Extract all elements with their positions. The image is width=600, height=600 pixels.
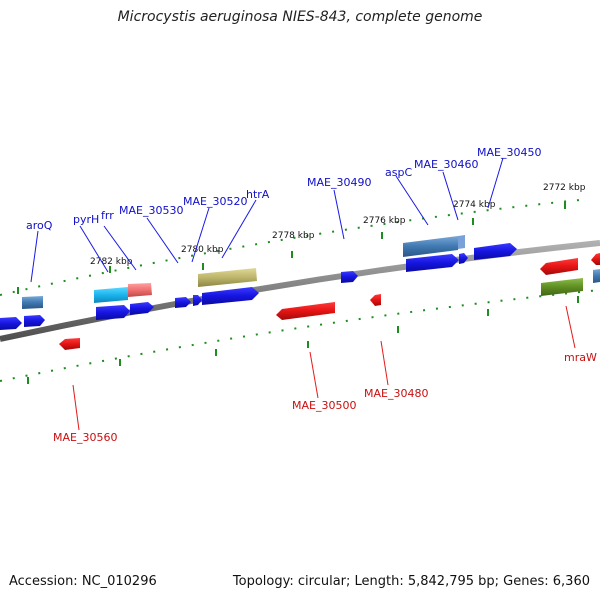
gene-label-mraW: mraW: [564, 351, 597, 364]
scale-label: 2776 kbp: [363, 216, 406, 226]
gene-MAE_30480[interactable]: [370, 294, 381, 306]
gene-feature[interactable]: [541, 278, 583, 296]
accession-label: Accession: NC_010296: [9, 574, 157, 589]
gene-MAE_30500[interactable]: [276, 302, 335, 320]
gene-label-MAE_30520: MAE_30520: [183, 195, 247, 208]
gene-label-MAE_30490: MAE_30490: [307, 176, 371, 189]
gene-feature[interactable]: [175, 297, 191, 308]
scale-label: 2782 kbp: [90, 257, 133, 267]
gene-label-MAE_30480: MAE_30480: [364, 387, 428, 400]
scale-label: 2772 kbp: [543, 183, 586, 193]
forward-leader-lines: [30, 157, 504, 283]
scale-label: 2774 kbp: [453, 200, 496, 210]
gene-aspC[interactable]: [403, 236, 458, 257]
gene-htrA[interactable]: [198, 268, 257, 287]
genome-summary: Topology: circular; Length: 5,842,795 bp…: [232, 574, 590, 589]
major-ticks-outer: [17, 202, 566, 294]
gene-label-htrA: htrA: [246, 188, 270, 201]
reverse-features: [59, 253, 600, 350]
gene-feature[interactable]: [593, 269, 600, 283]
gene-MAE_30450[interactable]: [474, 243, 517, 260]
scale-ticks-outer: [0, 199, 581, 296]
gene-feature[interactable]: [130, 302, 154, 315]
gene-feature[interactable]: [591, 253, 600, 265]
gene-pyrH[interactable]: [94, 287, 128, 303]
gene-label-aroQ: aroQ: [26, 219, 53, 232]
gene-label-frr: frr: [101, 209, 114, 222]
forward-features: [0, 235, 600, 330]
gene-label-MAE_30560: MAE_30560: [53, 431, 117, 444]
gene-label-pyrH: pyrH: [73, 213, 99, 226]
scale-label: 2780 kbp: [181, 245, 224, 255]
genome-title: Microcystis aeruginosa NIES-843, complet…: [117, 9, 483, 25]
gene-feature[interactable]: [193, 295, 202, 306]
gene-label-MAE_30530: MAE_30530: [119, 204, 183, 217]
gene-mraW[interactable]: [540, 258, 578, 275]
gene-label-MAE_30450: MAE_30450: [477, 146, 541, 159]
gene-aroQ[interactable]: [22, 296, 43, 309]
gene-feature[interactable]: [458, 235, 465, 249]
gene-MAE_30560[interactable]: [59, 338, 80, 350]
reverse-leader-lines: [72, 305, 576, 431]
scale-ticks-inner: [0, 289, 600, 382]
gene-label-aspC: aspC: [385, 166, 412, 179]
gene-MAE_30490[interactable]: [341, 271, 358, 283]
gene-label-MAE_30460: MAE_30460: [414, 158, 478, 171]
gene-feature[interactable]: [0, 317, 22, 330]
gene-MAE_30460[interactable]: [459, 253, 468, 264]
gene-label-MAE_30500: MAE_30500: [292, 399, 356, 412]
major-ticks-inner: [27, 296, 579, 384]
scale-label: 2778 kbp: [272, 231, 315, 241]
gene-feature[interactable]: [96, 305, 130, 320]
gene-feature[interactable]: [406, 254, 459, 272]
gene-feature[interactable]: [202, 287, 259, 305]
gene-feature[interactable]: [24, 315, 45, 327]
genome-backbone: [0, 240, 600, 342]
gene-frr[interactable]: [128, 283, 152, 297]
